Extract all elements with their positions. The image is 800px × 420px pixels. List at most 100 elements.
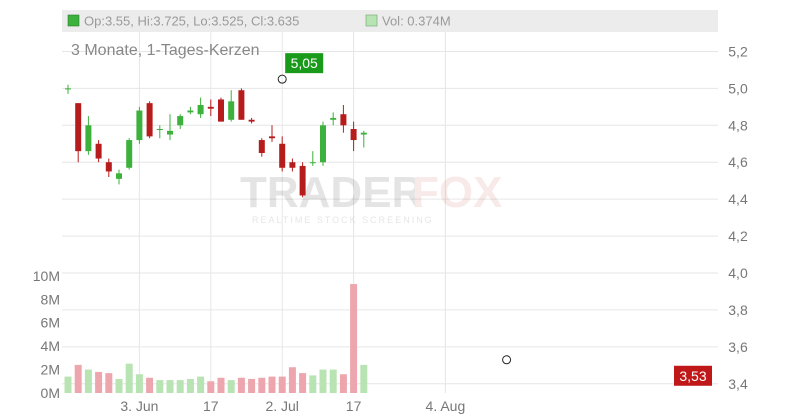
- volume-bar: [105, 373, 113, 393]
- volume-tick-label: 6M: [41, 315, 60, 331]
- date-tick-label: 4. Aug: [426, 398, 466, 414]
- date-tick-label: 2. Jul: [265, 398, 298, 414]
- candle-body: [258, 140, 265, 153]
- candle-body: [207, 106, 214, 109]
- volume-bar: [360, 364, 368, 393]
- date-tick-label: 17: [346, 398, 362, 414]
- candle-body: [340, 114, 347, 126]
- watermark-brand-a: TRADER: [240, 168, 423, 217]
- volume-bar: [288, 367, 296, 393]
- volume-bar: [350, 284, 358, 393]
- candle-body: [136, 110, 143, 141]
- volume-bars: [64, 284, 368, 393]
- price-tick-label: 5,0: [728, 80, 748, 96]
- price-tick-label: 4,8: [728, 117, 748, 133]
- volume-tick-label: 4M: [41, 338, 60, 354]
- watermark-tagline: REALTIME STOCK SCREENING: [252, 215, 434, 225]
- candle-body: [218, 99, 224, 122]
- ohlc-legend-swatch: [67, 14, 80, 27]
- candle-body: [126, 140, 133, 168]
- ohlc-label: Op:3.55, Hi:3.725, Lo:3.525, Cl:3.635: [84, 14, 299, 29]
- candle-body: [238, 90, 245, 120]
- volume-bar: [319, 369, 327, 393]
- candle-body: [75, 103, 82, 152]
- traderfox-watermark: TRADER FOX REALTIME STOCK SCREENING: [240, 168, 502, 225]
- price-markers: 5,05 3,53: [277, 53, 712, 386]
- candle-body: [279, 143, 286, 168]
- candle-body: [228, 101, 235, 120]
- volume-bar: [197, 376, 205, 393]
- volume-bar: [299, 373, 307, 393]
- volume-bar: [74, 364, 82, 393]
- candle-body: [248, 119, 255, 122]
- price-tick-label: 4,4: [728, 191, 748, 207]
- volume-bar: [268, 376, 276, 393]
- volume-bar: [339, 374, 347, 393]
- date-tick-label: 3. Jun: [120, 398, 158, 414]
- candle-body: [350, 129, 357, 141]
- volume-axis: 10M 8M 6M 4M 2M 0M: [33, 268, 60, 401]
- volume-bar: [95, 371, 103, 393]
- last-marker-box: [674, 365, 712, 386]
- high-marker-circle: [277, 74, 287, 84]
- candle-body: [105, 162, 112, 172]
- volume-bar: [227, 380, 235, 393]
- volume-bar: [146, 377, 154, 393]
- volume-bar: [186, 378, 194, 393]
- volume-bar: [115, 378, 123, 393]
- plot-area: [62, 10, 718, 393]
- candle-body: [197, 105, 204, 115]
- grid-lines: [62, 10, 718, 393]
- volume-bar: [125, 363, 133, 393]
- price-tick-label: 5,2: [728, 43, 748, 59]
- header-bar: Op:3.55, Hi:3.725, Lo:3.525, Cl:3.635 Vo…: [62, 10, 718, 32]
- volume-bar: [278, 376, 286, 393]
- candle-body: [330, 117, 337, 120]
- candle-body: [269, 136, 275, 139]
- candle-body: [187, 110, 194, 113]
- volume-bar: [176, 380, 184, 393]
- price-axis: 5,2 5,0 4,8 4,6 4,4 4,2 4,0 3,8 3,6 3,4: [728, 43, 748, 391]
- candle-body: [177, 116, 184, 126]
- candle-body: [309, 162, 316, 164]
- candle-body: [167, 130, 173, 135]
- volume-legend-swatch: [365, 14, 378, 27]
- chart-subtitle: 3 Monate, 1-Tages-Kerzen: [71, 42, 260, 59]
- volume-bar: [248, 378, 256, 393]
- price-tick-label: 3,4: [728, 376, 748, 392]
- price-tick-label: 4,2: [728, 228, 748, 244]
- volume-bar: [64, 376, 72, 393]
- volume-bar: [207, 381, 215, 393]
- candle-body: [95, 143, 102, 159]
- volume-tick-label: 0M: [41, 385, 60, 401]
- price-tick-label: 3,6: [728, 339, 748, 355]
- volume-label: Vol: 0.374M: [382, 14, 451, 29]
- volume-bar: [309, 375, 317, 393]
- last-marker-label: 3,53: [679, 368, 706, 384]
- volume-bar: [166, 380, 174, 393]
- high-marker-label: 5,05: [291, 55, 318, 71]
- volume-tick-label: 8M: [41, 291, 60, 307]
- volume-bar: [217, 377, 225, 393]
- last-marker-circle: [502, 355, 512, 365]
- candle-body: [299, 165, 306, 196]
- date-tick-label: 17: [203, 398, 219, 414]
- high-marker-box: [285, 53, 324, 74]
- candle-body: [116, 173, 122, 179]
- candle-body: [320, 125, 326, 163]
- price-tick-label: 3,8: [728, 302, 748, 318]
- volume-tick-label: 2M: [41, 362, 60, 378]
- date-axis: 3. Jun 17 2. Jul 17 4. Aug: [120, 398, 465, 414]
- candle-body: [65, 88, 71, 90]
- price-tick-label: 4,0: [728, 265, 748, 281]
- candle-body: [289, 162, 296, 168]
- candle-body: [85, 125, 92, 152]
- volume-bar: [84, 369, 92, 393]
- price-tick-label: 4,6: [728, 154, 748, 170]
- volume-bar: [156, 380, 164, 393]
- volume-bar: [135, 374, 143, 393]
- candle-body: [146, 103, 153, 137]
- volume-bar: [329, 369, 337, 393]
- volume-tick-label: 10M: [33, 268, 60, 284]
